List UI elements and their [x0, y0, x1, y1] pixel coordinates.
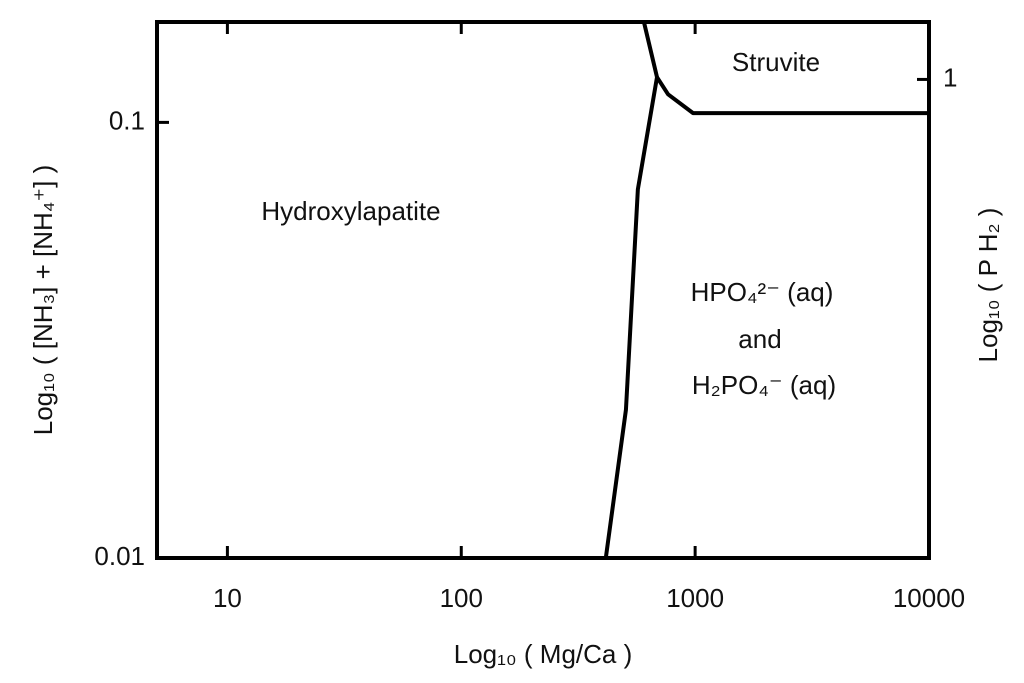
y-tick-label: 0.1: [109, 105, 145, 135]
region-label: Hydroxylapatite: [261, 196, 440, 226]
phase-boundary: [603, 21, 660, 559]
x-tick-label: 100: [440, 583, 483, 613]
x-tick-label: 1000: [666, 583, 724, 613]
x-axis-label: Log₁₀ ( Mg/Ca ): [454, 639, 633, 669]
y-tick-label: 0.01: [94, 541, 145, 571]
x-tick-label: 10: [213, 583, 242, 613]
phase-boundary: [655, 76, 929, 116]
region-label: HPO₄²⁻ (aq): [691, 277, 834, 307]
y2-axis-label: Log₁₀ ( P H₂ ): [973, 208, 1003, 363]
region-label: H₂PO₄⁻ (aq): [692, 370, 836, 400]
region-label: and: [738, 324, 781, 354]
y2-tick-label: 1: [943, 62, 957, 92]
x-tick-label: 10000: [893, 583, 965, 613]
y-axis-label: Log₁₀ ( [NH₃] + [NH₄⁺] ): [28, 165, 58, 436]
region-label: Struvite: [732, 47, 820, 77]
plot-frame: [155, 20, 931, 560]
